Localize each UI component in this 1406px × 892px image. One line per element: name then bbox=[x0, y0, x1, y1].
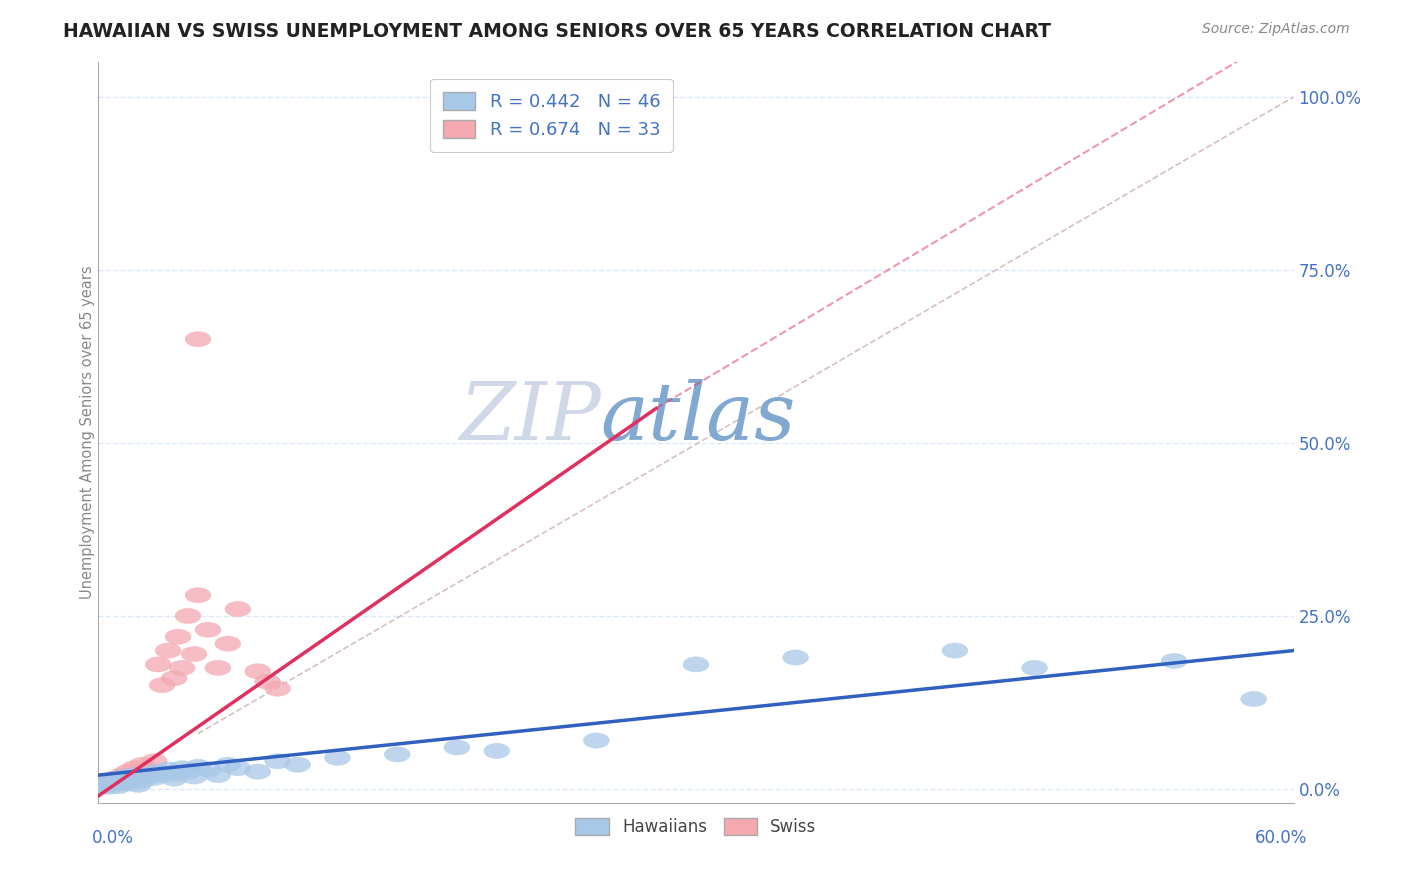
Ellipse shape bbox=[145, 657, 172, 672]
Ellipse shape bbox=[165, 629, 191, 644]
Ellipse shape bbox=[101, 771, 128, 786]
Ellipse shape bbox=[444, 739, 470, 755]
Ellipse shape bbox=[101, 777, 128, 792]
Ellipse shape bbox=[215, 636, 240, 651]
Ellipse shape bbox=[155, 643, 181, 658]
Ellipse shape bbox=[97, 774, 124, 789]
Ellipse shape bbox=[135, 766, 162, 781]
Text: ZIP: ZIP bbox=[458, 379, 600, 457]
Ellipse shape bbox=[1022, 660, 1047, 675]
Ellipse shape bbox=[145, 764, 172, 780]
Text: 0.0%: 0.0% bbox=[91, 829, 134, 847]
Ellipse shape bbox=[264, 681, 291, 697]
Ellipse shape bbox=[181, 769, 207, 784]
Ellipse shape bbox=[176, 608, 201, 624]
Ellipse shape bbox=[165, 766, 191, 781]
Ellipse shape bbox=[110, 767, 135, 783]
Ellipse shape bbox=[583, 733, 609, 748]
Ellipse shape bbox=[141, 754, 167, 769]
Ellipse shape bbox=[186, 759, 211, 774]
Ellipse shape bbox=[783, 650, 808, 665]
Ellipse shape bbox=[115, 764, 141, 780]
Y-axis label: Unemployment Among Seniors over 65 years: Unemployment Among Seniors over 65 years bbox=[80, 266, 94, 599]
Ellipse shape bbox=[134, 762, 159, 777]
Ellipse shape bbox=[90, 778, 115, 793]
Ellipse shape bbox=[225, 601, 250, 616]
Text: Source: ZipAtlas.com: Source: ZipAtlas.com bbox=[1202, 22, 1350, 37]
Ellipse shape bbox=[254, 674, 281, 690]
Ellipse shape bbox=[93, 774, 120, 789]
Ellipse shape bbox=[129, 773, 155, 789]
Ellipse shape bbox=[135, 769, 162, 784]
Ellipse shape bbox=[121, 761, 148, 776]
Ellipse shape bbox=[1240, 691, 1267, 706]
Ellipse shape bbox=[105, 776, 131, 791]
Ellipse shape bbox=[484, 743, 510, 758]
Ellipse shape bbox=[225, 761, 250, 776]
Ellipse shape bbox=[169, 660, 195, 675]
Ellipse shape bbox=[125, 777, 152, 792]
Ellipse shape bbox=[129, 757, 155, 772]
Ellipse shape bbox=[105, 771, 131, 786]
Text: HAWAIIAN VS SWISS UNEMPLOYMENT AMONG SENIORS OVER 65 YEARS CORRELATION CHART: HAWAIIAN VS SWISS UNEMPLOYMENT AMONG SEN… bbox=[63, 22, 1052, 41]
Legend: Hawaiians, Swiss: Hawaiians, Swiss bbox=[568, 811, 824, 843]
Ellipse shape bbox=[162, 771, 187, 786]
Ellipse shape bbox=[181, 647, 207, 662]
Ellipse shape bbox=[245, 664, 271, 679]
Ellipse shape bbox=[149, 767, 176, 783]
Ellipse shape bbox=[125, 771, 152, 786]
Ellipse shape bbox=[141, 771, 167, 786]
Ellipse shape bbox=[111, 769, 138, 784]
Ellipse shape bbox=[205, 767, 231, 783]
Ellipse shape bbox=[111, 769, 138, 784]
Ellipse shape bbox=[245, 764, 271, 780]
Ellipse shape bbox=[105, 779, 131, 794]
Ellipse shape bbox=[205, 660, 231, 675]
Ellipse shape bbox=[96, 773, 121, 789]
Ellipse shape bbox=[195, 623, 221, 638]
Ellipse shape bbox=[115, 776, 141, 791]
Ellipse shape bbox=[162, 671, 187, 686]
Ellipse shape bbox=[90, 776, 115, 791]
Ellipse shape bbox=[284, 757, 311, 772]
Ellipse shape bbox=[97, 776, 124, 791]
Ellipse shape bbox=[186, 588, 211, 603]
Ellipse shape bbox=[176, 764, 201, 780]
Ellipse shape bbox=[942, 643, 967, 658]
Ellipse shape bbox=[325, 750, 350, 765]
Ellipse shape bbox=[155, 762, 181, 777]
Ellipse shape bbox=[117, 772, 143, 788]
Ellipse shape bbox=[117, 773, 143, 789]
Ellipse shape bbox=[96, 780, 121, 795]
Ellipse shape bbox=[195, 762, 221, 777]
Text: atlas: atlas bbox=[600, 379, 796, 457]
Ellipse shape bbox=[683, 657, 709, 672]
Ellipse shape bbox=[1161, 653, 1187, 669]
Ellipse shape bbox=[110, 774, 135, 789]
Ellipse shape bbox=[138, 766, 163, 781]
Ellipse shape bbox=[215, 757, 240, 772]
Ellipse shape bbox=[186, 332, 211, 347]
Ellipse shape bbox=[169, 761, 195, 776]
Ellipse shape bbox=[121, 767, 148, 783]
Ellipse shape bbox=[149, 678, 176, 693]
Ellipse shape bbox=[93, 778, 120, 793]
Ellipse shape bbox=[264, 754, 291, 769]
Ellipse shape bbox=[384, 747, 411, 762]
Ellipse shape bbox=[100, 773, 125, 789]
Ellipse shape bbox=[128, 771, 153, 786]
Text: 60.0%: 60.0% bbox=[1256, 829, 1308, 847]
